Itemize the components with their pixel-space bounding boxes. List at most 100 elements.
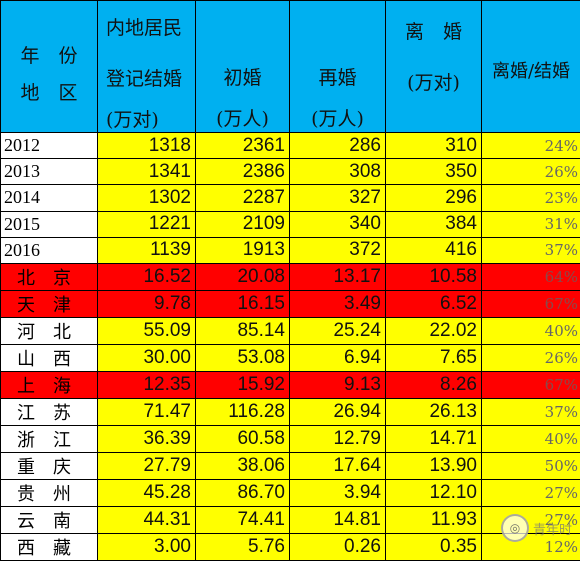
divorce-cell: 7.65 xyxy=(386,344,482,371)
ratio-cell: 64% xyxy=(482,263,580,290)
row-label: 天 津 xyxy=(1,290,98,317)
marriage-cell: 16.52 xyxy=(98,263,196,290)
region-label: 地 区 xyxy=(1,68,97,105)
divorce-cell: 0.35 xyxy=(386,533,482,560)
remarriage-cell: 3.94 xyxy=(290,479,386,506)
ratio-cell: 24% xyxy=(482,133,580,159)
row-label: 山 西 xyxy=(1,344,98,371)
first-marriage-cell: 20.08 xyxy=(196,263,290,290)
first-marriage-cell: 38.06 xyxy=(196,452,290,479)
first-marriage-cell: 86.70 xyxy=(196,479,290,506)
registered-marriage-label: 登记结婚 xyxy=(106,40,195,91)
first-marriage-cell: 1913 xyxy=(196,237,290,263)
row-label: 云 南 xyxy=(1,506,98,533)
header-marriage: 内地居民 登记结婚 (万对) xyxy=(98,1,196,133)
watermark-text: 青年时 xyxy=(533,519,572,538)
first-marriage-cell: 2361 xyxy=(196,133,290,159)
divorce-label: 离 婚 xyxy=(386,1,481,44)
row-label: 西 藏 xyxy=(1,533,98,560)
marriage-cell: 1139 xyxy=(98,237,196,263)
divorce-cell: 10.58 xyxy=(386,263,482,290)
remarriage-cell: 0.26 xyxy=(290,533,386,560)
marriage-cell: 1318 xyxy=(98,133,196,159)
first-marriage-cell: 60.58 xyxy=(196,425,290,452)
remarriage-cell: 25.24 xyxy=(290,317,386,344)
divorce-cell: 296 xyxy=(386,185,482,211)
marriage-cell: 27.79 xyxy=(98,452,196,479)
header-divorce: 离 婚 (万对) xyxy=(386,1,482,133)
first-marriage-cell: 5.76 xyxy=(196,533,290,560)
divorce-cell: 384 xyxy=(386,211,482,237)
row-label: 2016 xyxy=(1,237,98,263)
divorce-cell: 26.13 xyxy=(386,398,482,425)
ratio-cell: 37% xyxy=(482,398,580,425)
row-label: 江 苏 xyxy=(1,398,98,425)
marriage-cell: 71.47 xyxy=(98,398,196,425)
divorce-cell: 14.71 xyxy=(386,425,482,452)
header-remarriage: 再婚 (万人) xyxy=(290,1,386,133)
divorce-unit: (万对) xyxy=(386,44,481,95)
ratio-cell: 26% xyxy=(482,344,580,371)
ratio-cell: 67% xyxy=(482,371,580,398)
divorce-cell: 8.26 xyxy=(386,371,482,398)
marriage-cell: 30.00 xyxy=(98,344,196,371)
watermark: ◎ 青年时 xyxy=(501,514,572,542)
remarriage-cell: 340 xyxy=(290,211,386,237)
remarriage-cell: 327 xyxy=(290,185,386,211)
marriage-cell: 1302 xyxy=(98,185,196,211)
marriage-cell: 3.00 xyxy=(98,533,196,560)
remarriage-cell: 372 xyxy=(290,237,386,263)
row-label: 2015 xyxy=(1,211,98,237)
remarriage-cell: 26.94 xyxy=(290,398,386,425)
row-label: 重 庆 xyxy=(1,452,98,479)
wechat-badge-icon: ◎ xyxy=(501,514,529,542)
marriage-cell: 45.28 xyxy=(98,479,196,506)
first-marriage-cell: 85.14 xyxy=(196,317,290,344)
ratio-cell: 27% xyxy=(482,479,580,506)
divorce-cell: 12.10 xyxy=(386,479,482,506)
header-year-region: 年 份 地 区 xyxy=(1,1,98,133)
remarriage-cell: 13.17 xyxy=(290,263,386,290)
remarriage-label: 再婚 xyxy=(290,1,385,90)
divorce-cell: 13.90 xyxy=(386,452,482,479)
ratio-cell: 31% xyxy=(482,211,580,237)
ratio-cell: 40% xyxy=(482,425,580,452)
marriage-cell: 44.31 xyxy=(98,506,196,533)
row-label: 浙 江 xyxy=(1,425,98,452)
first-marriage-cell: 16.15 xyxy=(196,290,290,317)
marriage-cell: 55.09 xyxy=(98,317,196,344)
row-label: 2013 xyxy=(1,159,98,185)
row-label: 2014 xyxy=(1,185,98,211)
marriage-cell: 12.35 xyxy=(98,371,196,398)
year-label: 年 份 xyxy=(1,1,97,68)
remarriage-unit: (万人) xyxy=(290,90,385,131)
first-marriage-cell: 74.41 xyxy=(196,506,290,533)
marriage-unit-label: (万对) xyxy=(106,91,195,132)
remarriage-cell: 12.79 xyxy=(290,425,386,452)
divorce-cell: 416 xyxy=(386,237,482,263)
row-label: 2012 xyxy=(1,133,98,159)
first-marriage-cell: 2287 xyxy=(196,185,290,211)
divorce-cell: 11.93 xyxy=(386,506,482,533)
remarriage-cell: 308 xyxy=(290,159,386,185)
remarriage-cell: 17.64 xyxy=(290,452,386,479)
marriage-cell: 1221 xyxy=(98,211,196,237)
header-row: 年 份 地 区 内地居民 登记结婚 (万对) 初婚 (万人) 再婚 (万人) 离… xyxy=(1,1,580,133)
ratio-cell: 50% xyxy=(482,452,580,479)
marriage-cell: 36.39 xyxy=(98,425,196,452)
ratio-cell: 26% xyxy=(482,159,580,185)
